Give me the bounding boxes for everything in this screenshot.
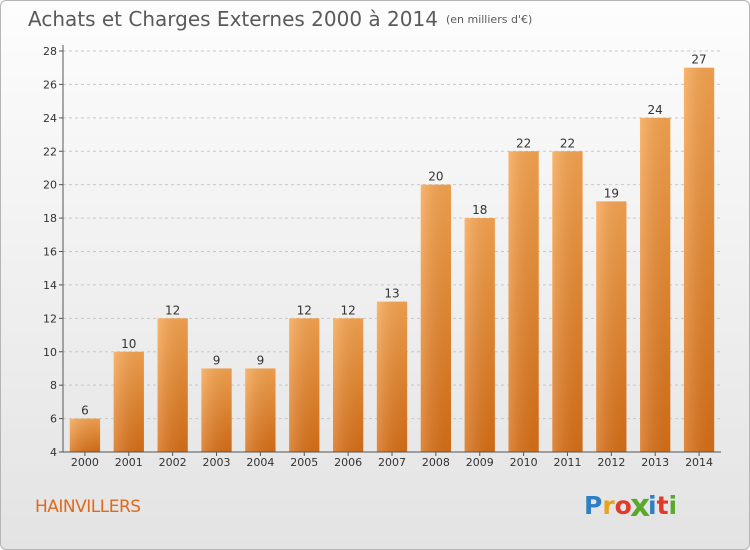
bar-shine — [552, 151, 583, 452]
place-name: HAINVILLERS — [35, 497, 141, 517]
x-tick-label: 2012 — [597, 456, 625, 469]
y-tick-label: 4 — [50, 446, 57, 459]
data-label: 22 — [560, 136, 575, 150]
bar-shine — [289, 318, 320, 452]
bars — [69, 67, 715, 452]
data-label: 19 — [604, 186, 619, 200]
bar-shine — [420, 184, 452, 452]
logo-letter: o — [614, 491, 632, 520]
y-tick-label: 24 — [43, 112, 57, 125]
y-tick-label: 26 — [43, 78, 57, 91]
data-label: 18 — [472, 203, 487, 217]
bar-shine — [376, 301, 408, 452]
data-label: 6 — [81, 404, 89, 418]
bar-shine — [508, 151, 539, 452]
labels: 4 6 8 10 12 14 16 18 20 22 24 26 28 6 2000 10 2001 12 2002… — [43, 45, 713, 469]
x-tick-label: 2006 — [334, 456, 362, 469]
chart-title: Achats et Charges Externes 2000 à 2014 (e… — [28, 7, 532, 31]
proxiti-logo: Proxiti — [584, 487, 678, 523]
x-tick-label: 2007 — [378, 456, 406, 469]
logo-letter: t — [656, 491, 669, 520]
x-tick-label: 2000 — [71, 456, 99, 469]
bar-shine — [201, 368, 232, 452]
y-tick-label: 22 — [43, 145, 57, 158]
bar-shine — [683, 67, 715, 452]
logo-letter: i — [648, 491, 657, 520]
x-tick-label: 2004 — [246, 456, 274, 469]
y-tick-label: 6 — [50, 413, 57, 426]
chart-title-text: Achats et Charges Externes 2000 à 2014 — [28, 7, 438, 31]
data-label: 12 — [297, 303, 312, 317]
y-tick-label: 28 — [43, 45, 57, 58]
y-tick-label: 18 — [43, 212, 57, 225]
x-tick-label: 2005 — [290, 456, 318, 469]
x-tick-label: 2014 — [685, 456, 713, 469]
data-label: 24 — [648, 103, 663, 117]
data-label: 12 — [165, 303, 180, 317]
chart-subtitle: (en milliers d'€) — [445, 13, 533, 26]
x-tick-label: 2011 — [553, 456, 581, 469]
x-tick-label: 2003 — [203, 456, 231, 469]
x-tick-label: 2008 — [422, 456, 450, 469]
logo-letter: P — [584, 491, 603, 520]
bar-shine — [464, 218, 495, 452]
bar-shine — [332, 318, 364, 452]
data-label: 27 — [691, 53, 706, 67]
data-label: 22 — [516, 136, 531, 150]
logo-letter: r — [602, 491, 615, 520]
y-tick-label: 14 — [43, 279, 57, 292]
axes — [59, 45, 721, 456]
bar-shine — [157, 318, 188, 452]
x-tick-label: 2002 — [159, 456, 187, 469]
y-tick-label: 16 — [43, 246, 57, 259]
x-tick-label: 2001 — [115, 456, 143, 469]
x-tick-label: 2009 — [466, 456, 494, 469]
logo-letter: x — [629, 487, 651, 524]
x-tick-label: 2013 — [641, 456, 669, 469]
data-label: 9 — [257, 353, 265, 367]
data-label: 13 — [384, 287, 399, 301]
bar-shine — [245, 368, 276, 452]
logo-letter: i — [668, 491, 678, 520]
y-tick-label: 20 — [43, 179, 57, 192]
data-label: 20 — [428, 170, 443, 184]
y-tick-label: 8 — [50, 379, 57, 392]
x-tick-label: 2010 — [510, 456, 538, 469]
data-label: 10 — [121, 337, 136, 351]
y-tick-label: 12 — [43, 312, 57, 325]
y-tick-label: 10 — [43, 346, 57, 359]
bar-shine — [113, 351, 144, 452]
data-label: 9 — [213, 353, 221, 367]
data-label: 12 — [340, 303, 355, 317]
bar-shine — [596, 201, 627, 452]
bar-shine — [69, 418, 101, 452]
bar-shine — [640, 117, 671, 452]
